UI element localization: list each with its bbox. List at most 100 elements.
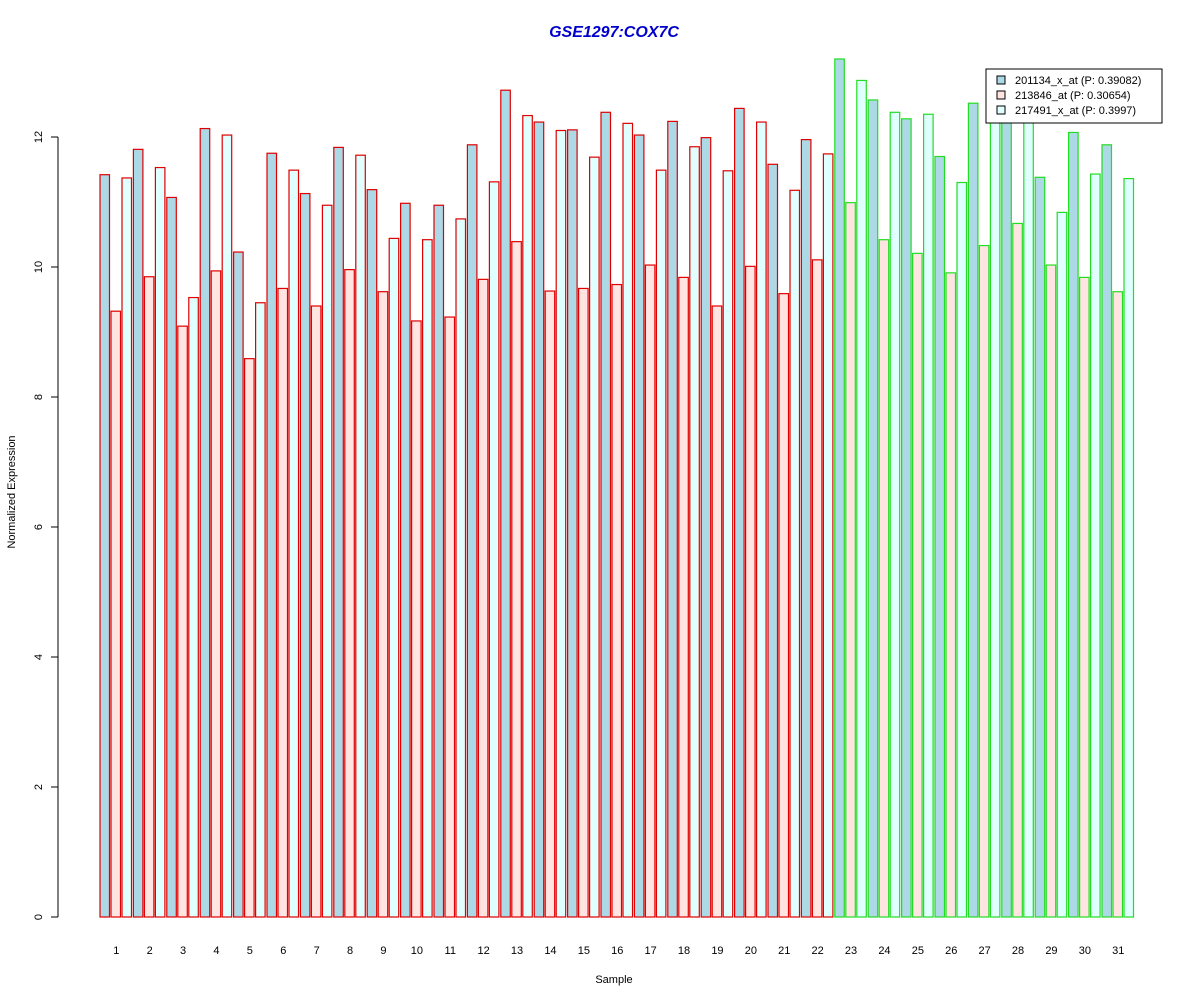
x-tick-label: 2 bbox=[147, 945, 153, 957]
legend-swatch-3 bbox=[996, 105, 1006, 115]
bar-sample-2-series-1 bbox=[132, 148, 144, 918]
x-tick-label: 27 bbox=[979, 945, 991, 957]
y-tick-label: 6 bbox=[33, 524, 45, 530]
bar-sample-7-series-2 bbox=[310, 305, 322, 918]
legend-label-1: 201134_x_at (P: 0.39082) bbox=[1015, 75, 1141, 87]
bar-sample-1-series-1 bbox=[99, 174, 111, 918]
bar-sample-21-series-2 bbox=[778, 293, 790, 918]
x-tick-label: 3 bbox=[180, 945, 186, 957]
bar-sample-3-series-1 bbox=[166, 196, 177, 918]
x-tick-label: 17 bbox=[645, 945, 657, 957]
bar-sample-23-series-3 bbox=[856, 79, 867, 918]
bar-sample-31-series-1 bbox=[1101, 144, 1113, 918]
x-tick-label: 29 bbox=[1045, 945, 1057, 957]
x-tick-label: 6 bbox=[280, 945, 286, 957]
x-axis-label: Sample bbox=[595, 974, 632, 986]
bar-sample-1-series-3 bbox=[121, 177, 133, 918]
bar-sample-8-series-2 bbox=[344, 269, 355, 918]
bar-sample-17-series-3 bbox=[655, 169, 667, 918]
x-tick-label: 31 bbox=[1112, 945, 1124, 957]
bar-sample-9-series-1 bbox=[366, 189, 378, 918]
bar-sample-11-series-2 bbox=[444, 316, 456, 918]
bar-sample-28-series-3 bbox=[1023, 110, 1034, 918]
x-tick-label: 8 bbox=[347, 945, 353, 957]
legend-box bbox=[985, 68, 1163, 124]
bar-sample-5-series-3 bbox=[255, 302, 266, 918]
bar-sample-3-series-3 bbox=[188, 296, 199, 918]
bar-sample-16-series-3 bbox=[622, 122, 634, 918]
bar-sample-27-series-1 bbox=[967, 102, 979, 918]
x-tick-label: 20 bbox=[745, 945, 757, 957]
y-axis: 0 2 4 6 8 10 12 bbox=[33, 131, 59, 920]
y-tick-label: 2 bbox=[33, 784, 45, 790]
bar-sample-25-series-1 bbox=[900, 118, 912, 918]
bar-sample-13-series-2 bbox=[511, 241, 522, 918]
bar-sample-25-series-2 bbox=[911, 252, 923, 918]
y-tick-label: 4 bbox=[33, 654, 45, 660]
bar-sample-6-series-3 bbox=[288, 169, 300, 918]
bar-sample-15-series-1 bbox=[566, 129, 578, 918]
bar-sample-16-series-1 bbox=[600, 111, 612, 918]
x-tick-label: 9 bbox=[380, 945, 386, 957]
x-tick-label: 23 bbox=[845, 945, 857, 957]
bar-sample-28-series-2 bbox=[1012, 222, 1023, 918]
bars-group bbox=[99, 58, 1135, 918]
legend: 201134_x_at (P: 0.39082) 213846_at (P: 0… bbox=[985, 68, 1163, 124]
bar-sample-6-series-1 bbox=[266, 152, 278, 918]
y-axis-label: Normalized Expression bbox=[6, 435, 18, 548]
bar-sample-22-series-2 bbox=[811, 259, 823, 918]
x-tick-label: 7 bbox=[314, 945, 320, 957]
bar-sample-30-series-2 bbox=[1078, 276, 1090, 918]
x-tick-label: 24 bbox=[878, 945, 890, 957]
bar-sample-22-series-1 bbox=[800, 139, 812, 918]
bar-sample-7-series-1 bbox=[299, 192, 311, 918]
y-tick-label: 12 bbox=[33, 131, 45, 143]
bar-sample-26-series-3 bbox=[956, 181, 968, 918]
x-tick-label: 4 bbox=[213, 945, 219, 957]
x-tick-label: 22 bbox=[812, 945, 824, 957]
y-tick-label: 8 bbox=[33, 394, 45, 400]
bar-sample-16-series-2 bbox=[611, 283, 623, 918]
bar-sample-11-series-3 bbox=[455, 218, 467, 918]
bar-sample-10-series-2 bbox=[411, 320, 422, 918]
bar-sample-9-series-2 bbox=[377, 291, 389, 918]
x-tick-label: 16 bbox=[611, 945, 623, 957]
bar-sample-15-series-2 bbox=[577, 287, 589, 918]
bar-sample-29-series-1 bbox=[1034, 176, 1046, 918]
bar-sample-18-series-1 bbox=[667, 120, 678, 918]
x-tick-label: 1 bbox=[113, 945, 119, 957]
y-tick-label: 0 bbox=[33, 914, 45, 920]
bar-sample-2-series-3 bbox=[154, 166, 166, 918]
bar-sample-17-series-1 bbox=[633, 134, 645, 918]
bar-sample-8-series-1 bbox=[333, 146, 344, 918]
legend-label-2: 213846_at (P: 0.30654) bbox=[1015, 90, 1131, 102]
bar-sample-20-series-1 bbox=[733, 107, 745, 918]
bar-sample-27-series-2 bbox=[978, 244, 990, 918]
bar-sample-26-series-2 bbox=[945, 272, 957, 918]
bar-sample-31-series-2 bbox=[1112, 291, 1124, 918]
bar-sample-18-series-2 bbox=[678, 276, 689, 918]
x-tick-label: 15 bbox=[578, 945, 590, 957]
bar-sample-24-series-3 bbox=[889, 111, 901, 918]
bar-sample-4-series-3 bbox=[221, 134, 233, 918]
bar-sample-24-series-1 bbox=[867, 99, 879, 918]
x-tick-label: 19 bbox=[711, 945, 723, 957]
bar-sample-30-series-1 bbox=[1067, 131, 1079, 918]
bar-sample-11-series-1 bbox=[433, 204, 445, 918]
bar-sample-27-series-3 bbox=[989, 112, 1001, 918]
bar-sample-30-series-3 bbox=[1089, 173, 1101, 918]
bar-sample-8-series-3 bbox=[355, 154, 366, 918]
bar-sample-4-series-1 bbox=[199, 127, 211, 918]
bar-sample-17-series-2 bbox=[644, 264, 656, 918]
x-tick-label: 5 bbox=[247, 945, 253, 957]
bar-sample-4-series-2 bbox=[210, 270, 222, 918]
bar-sample-25-series-3 bbox=[922, 113, 934, 918]
bar-sample-14-series-3 bbox=[555, 129, 567, 918]
x-tick-label: 10 bbox=[411, 945, 423, 957]
bar-sample-19-series-3 bbox=[722, 170, 734, 918]
bar-sample-29-series-3 bbox=[1056, 211, 1068, 918]
bar-sample-29-series-2 bbox=[1045, 264, 1057, 918]
x-tick-label: 12 bbox=[478, 945, 490, 957]
x-tick-label: 28 bbox=[1012, 945, 1024, 957]
bar-sample-20-series-3 bbox=[755, 121, 767, 918]
